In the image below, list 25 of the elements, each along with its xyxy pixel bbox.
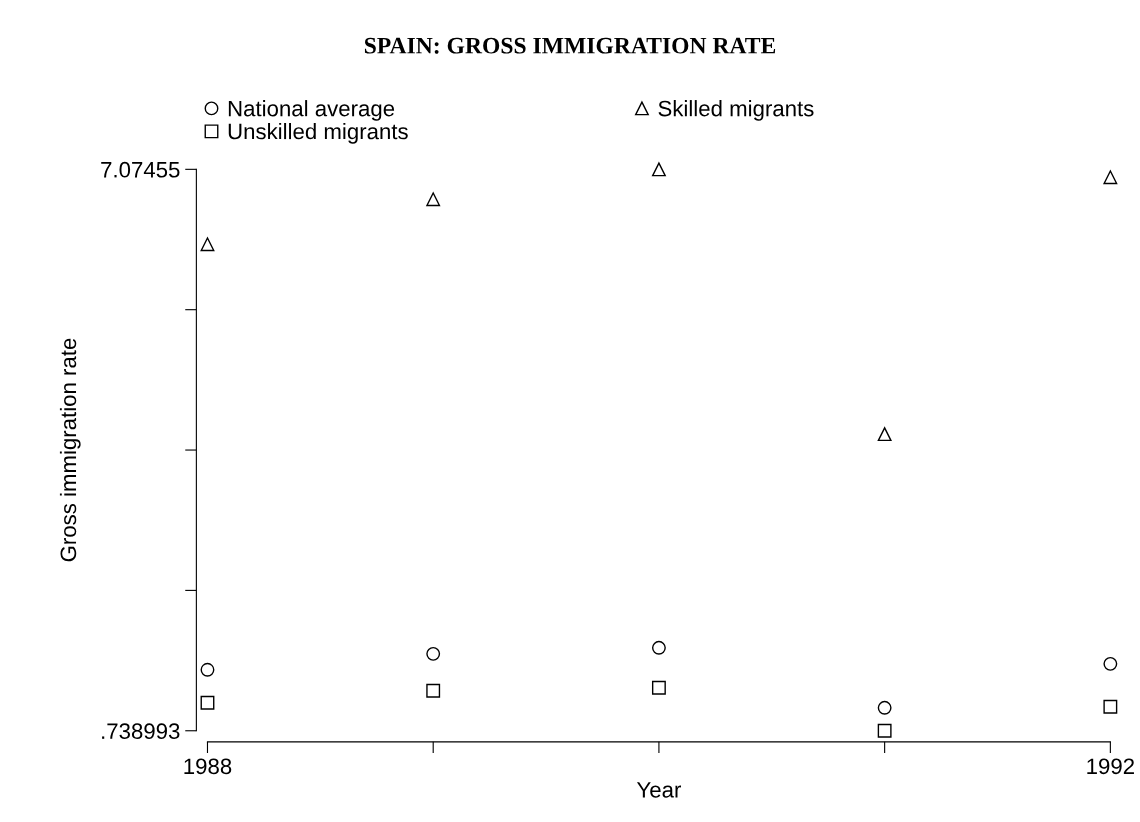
point (651, 640, 666, 655)
point (426, 192, 441, 207)
y-tick-label: 7.07455 (101, 161, 180, 178)
point (426, 646, 441, 661)
point (200, 695, 215, 710)
point (1103, 699, 1118, 714)
y-axis-title: Gross immigration rate (59, 338, 81, 562)
point (651, 680, 666, 695)
legend-label: National average (228, 100, 395, 121)
point (877, 427, 892, 442)
legend-label: Unskilled migrants (228, 123, 408, 144)
point (200, 237, 215, 252)
point (877, 723, 892, 738)
point (1103, 170, 1118, 185)
y-tick-label: .738993 (102, 723, 180, 740)
point (200, 662, 215, 677)
point (426, 683, 441, 698)
x-tick-label: 1988 (184, 758, 232, 775)
x-tick-label: 1992 (1087, 758, 1134, 775)
point (877, 700, 892, 715)
chart-title: SPAIN: GROSS IMMIGRATION RATE (364, 37, 776, 54)
point (651, 162, 666, 177)
x-axis-title: Year (636, 782, 682, 798)
point (1103, 656, 1118, 671)
legend-label: Skilled migrants (658, 100, 814, 121)
